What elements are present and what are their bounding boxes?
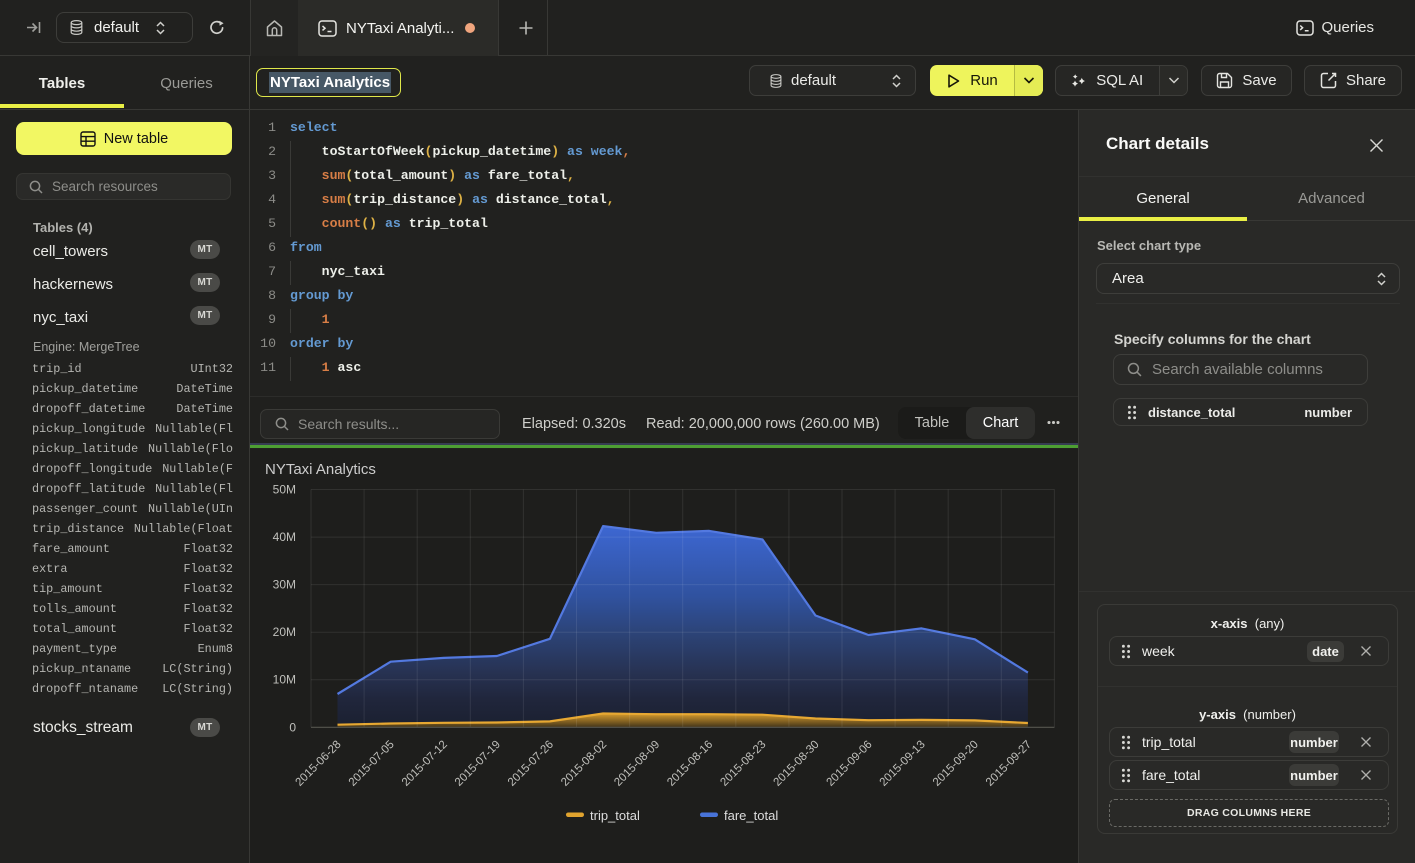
svg-text:2015-08-09: 2015-08-09 xyxy=(612,739,662,789)
svg-text:30M: 30M xyxy=(273,578,296,592)
svg-text:2015-06-28: 2015-06-28 xyxy=(294,739,344,789)
svg-text:2015-07-19: 2015-07-19 xyxy=(453,739,503,789)
svg-text:2015-08-16: 2015-08-16 xyxy=(665,739,715,789)
svg-text:50M: 50M xyxy=(273,483,296,497)
svg-text:2015-09-20: 2015-09-20 xyxy=(931,739,981,789)
svg-text:0: 0 xyxy=(289,720,296,734)
svg-text:40M: 40M xyxy=(273,530,296,544)
svg-text:20M: 20M xyxy=(273,625,296,639)
svg-text:2015-09-27: 2015-09-27 xyxy=(984,739,1034,789)
svg-text:2015-07-05: 2015-07-05 xyxy=(347,739,397,789)
svg-text:2015-08-23: 2015-08-23 xyxy=(718,739,768,789)
svg-text:2015-07-12: 2015-07-12 xyxy=(400,739,450,789)
svg-text:10M: 10M xyxy=(273,673,296,687)
svg-text:2015-07-26: 2015-07-26 xyxy=(506,739,556,789)
svg-text:trip_total: trip_total xyxy=(590,808,640,823)
svg-text:2015-09-13: 2015-09-13 xyxy=(878,739,928,789)
svg-text:2015-08-30: 2015-08-30 xyxy=(772,739,822,789)
svg-text:fare_total: fare_total xyxy=(724,808,778,823)
svg-text:2015-09-06: 2015-09-06 xyxy=(825,739,875,789)
svg-text:2015-08-02: 2015-08-02 xyxy=(559,739,609,789)
